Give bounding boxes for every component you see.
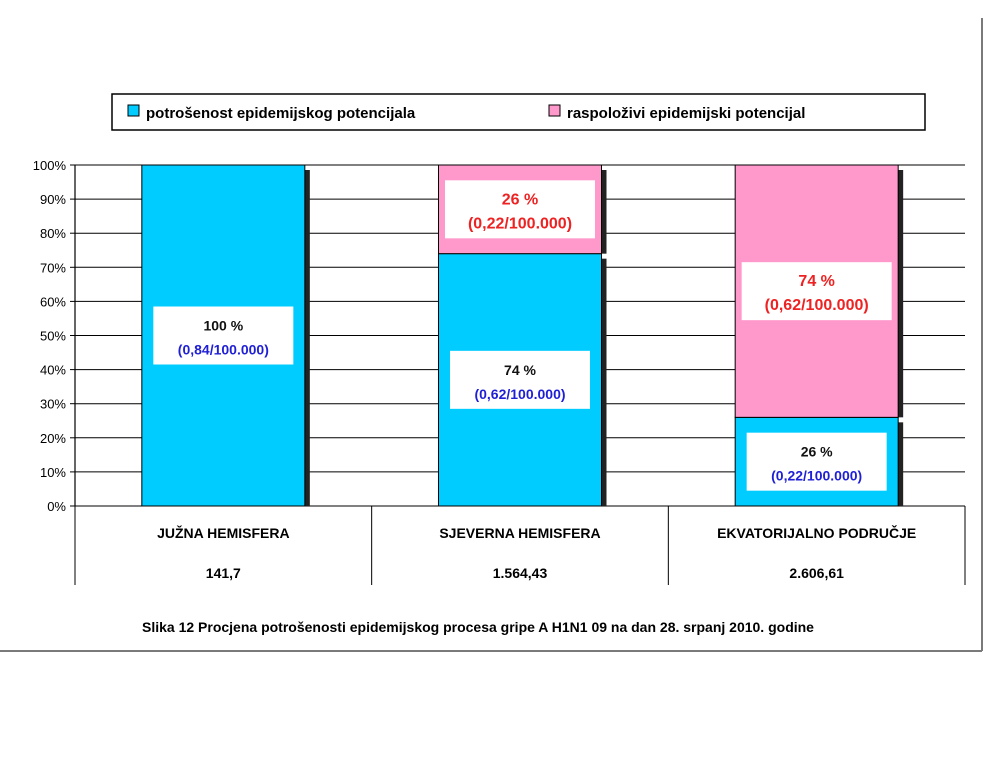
legend-swatch-used [127, 104, 140, 117]
data-label-percent: 74 % [504, 362, 536, 378]
bar-labels: 100 % (0,84/100.000) 74 % (0,62/100.000) 26 … [153, 180, 892, 491]
y-tick-label: 20% [40, 431, 66, 446]
category-value: 141,7 [206, 565, 241, 581]
category-label: EKVATORIJALNO PODRUČJE [717, 524, 916, 541]
y-tick-label: 60% [40, 294, 66, 309]
y-axis: 0% 10% 20% 30% 40% 50% 60% 70% 80% 90% 100% [33, 158, 76, 514]
data-label-rate: (0,22/100.000) [771, 468, 862, 484]
data-label-percent: 26 % [502, 191, 538, 208]
y-tick-label: 90% [40, 192, 66, 207]
y-tick-label: 30% [40, 397, 66, 412]
category-label: SJEVERNA HEMISFERA [439, 525, 600, 541]
category-label: JUŽNA HEMISFERA [157, 524, 290, 541]
data-label-box [445, 180, 595, 239]
data-label-rate: (0,62/100.000) [474, 386, 565, 402]
data-label-rate: (0,22/100.000) [468, 215, 572, 232]
category-table: JUŽNA HEMISFERA 141,7 SJEVERNA HEMISFERA 1.… [74, 506, 966, 585]
legend-label-available: raspoloživi epidemijski potencijal [567, 105, 805, 122]
figure-caption: Slika 12 Procjena potrošenosti epidemijs… [142, 619, 814, 635]
y-tick-label: 80% [40, 226, 66, 241]
data-label-percent: 100 % [203, 318, 243, 334]
y-tick-label: 10% [40, 465, 66, 480]
data-label-percent: 74 % [798, 273, 834, 290]
data-label-box [153, 306, 294, 365]
y-tick-label: 40% [40, 363, 66, 378]
y-tick-label: 100% [33, 158, 67, 173]
legend: potrošenost epidemijskog potencijala ras… [111, 93, 926, 131]
y-tick-label: 70% [40, 260, 66, 275]
data-label-percent: 26 % [801, 444, 833, 460]
data-label-box [746, 432, 887, 491]
legend-box [111, 93, 926, 131]
data-label-rate: (0,84/100.000) [178, 342, 269, 358]
data-label-rate: (0,62/100.000) [765, 297, 869, 314]
data-label-box [450, 350, 590, 409]
y-tick-label: 50% [40, 329, 66, 344]
data-label-box [741, 262, 892, 321]
category-value: 2.606,61 [789, 565, 844, 581]
category-value: 1.564,43 [493, 565, 548, 581]
legend-swatch-available [548, 104, 561, 117]
y-tick-label: 0% [47, 499, 66, 514]
legend-label-used: potrošenost epidemijskog potencijala [146, 105, 416, 122]
